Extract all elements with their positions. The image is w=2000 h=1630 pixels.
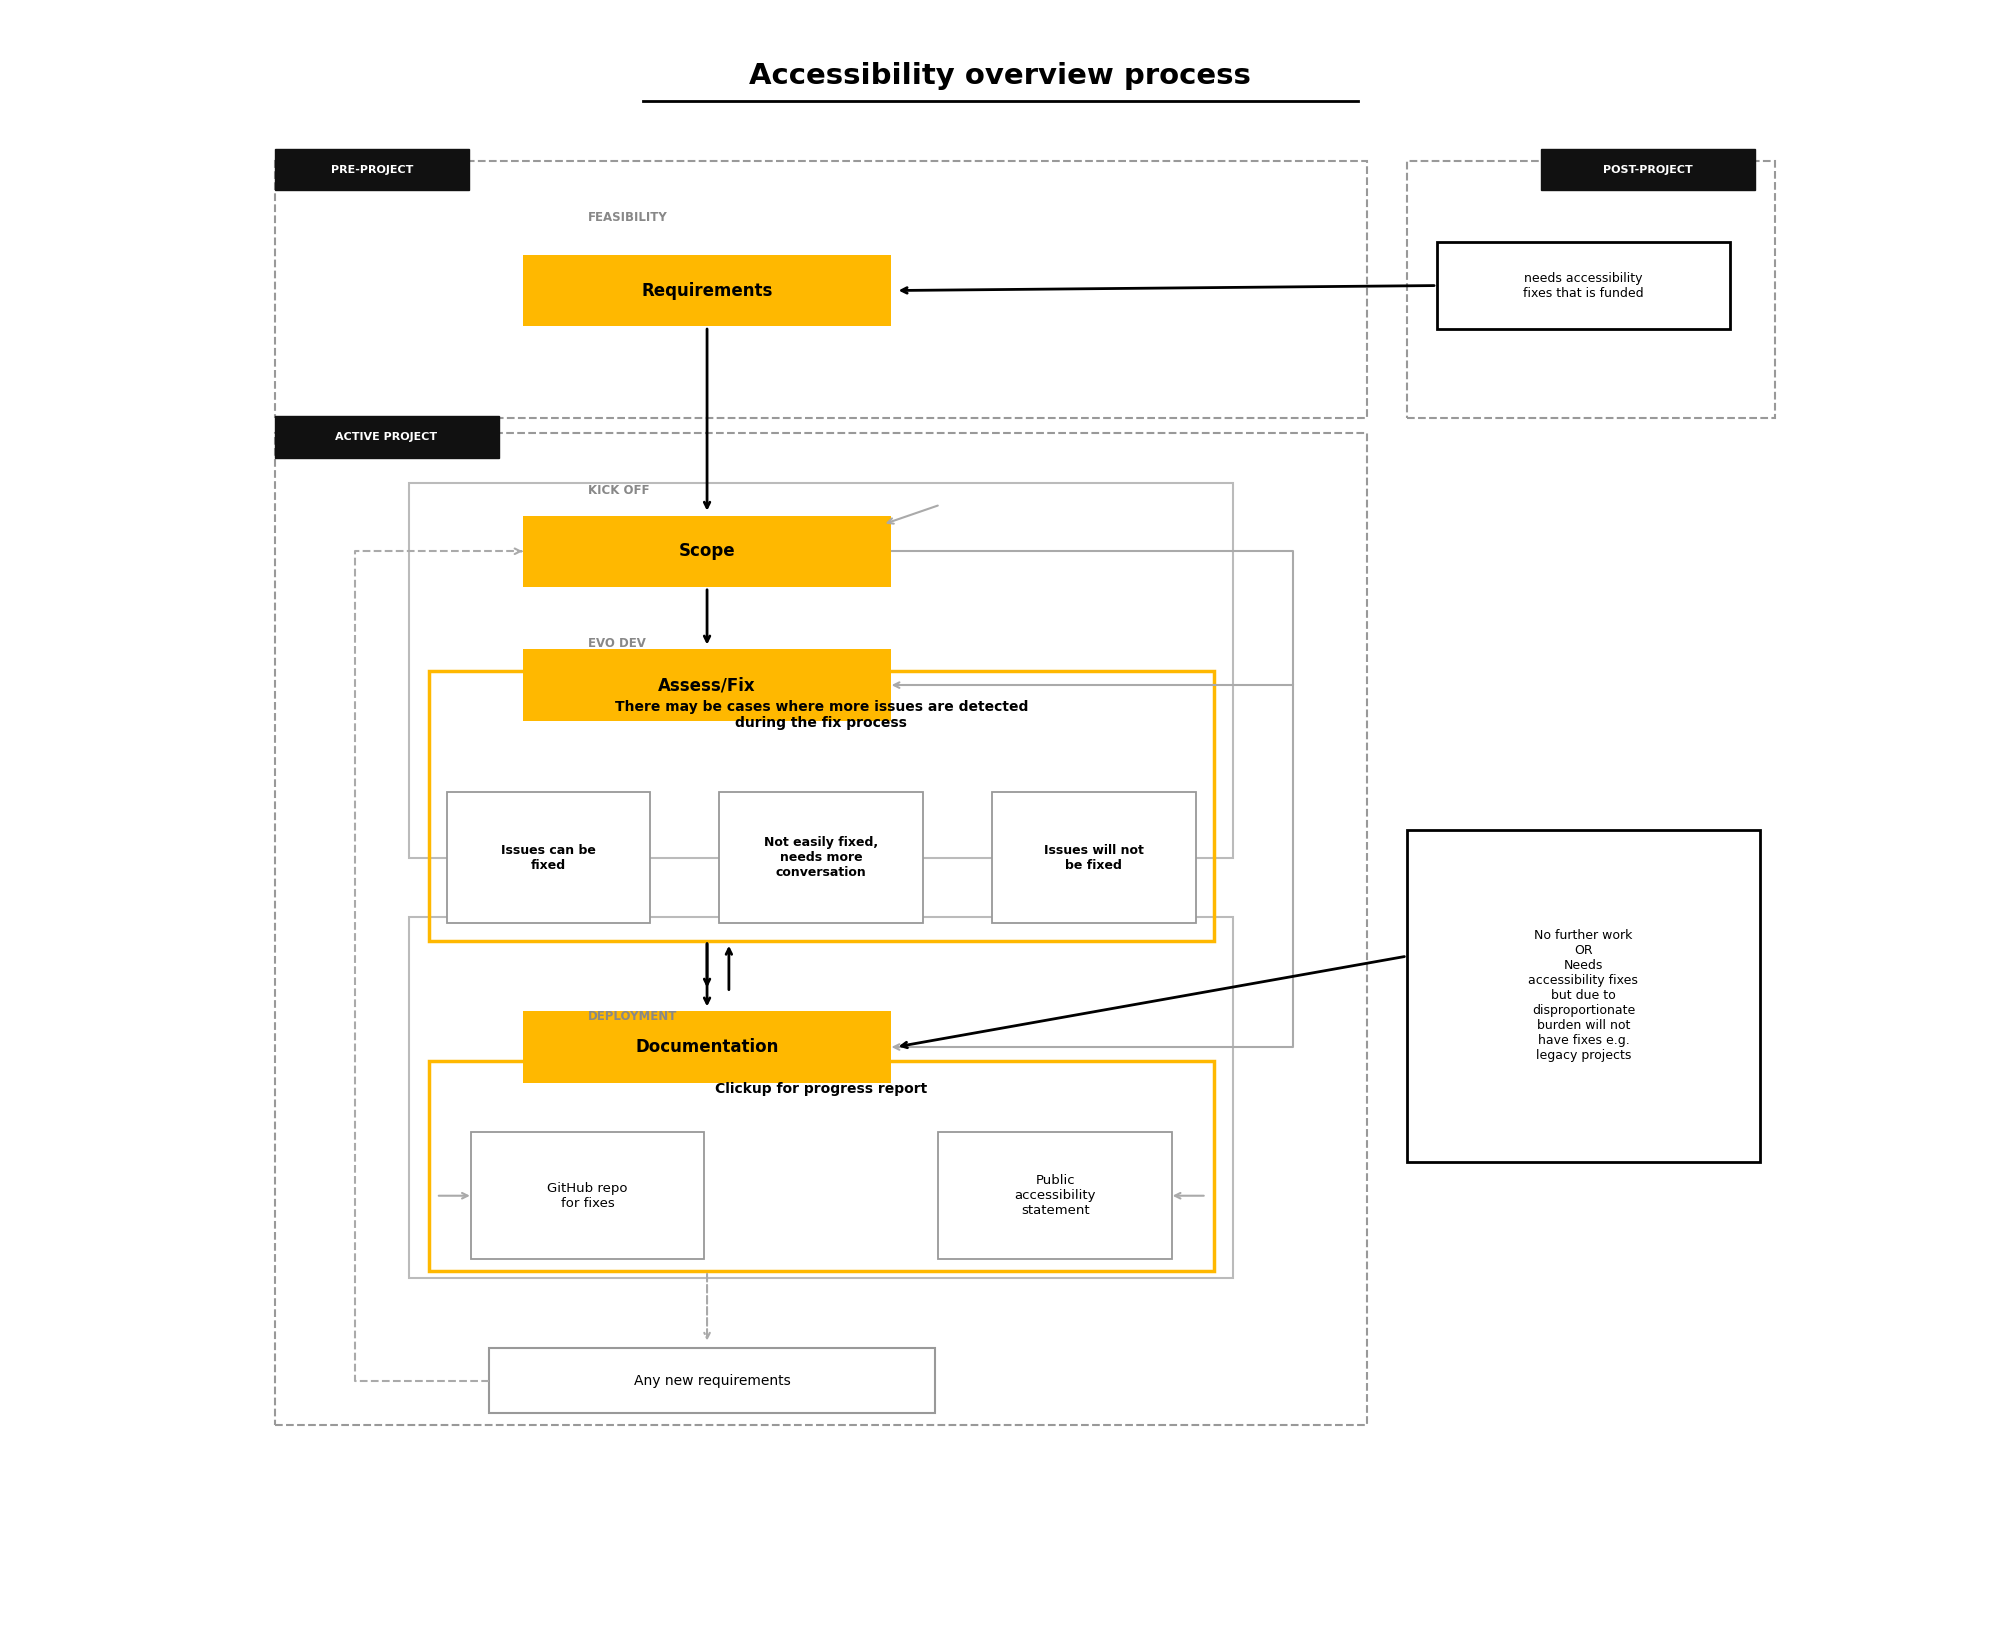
- Text: Assess/Fix: Assess/Fix: [658, 676, 756, 694]
- Bar: [1408, 161, 1774, 419]
- Bar: [1542, 148, 1754, 191]
- Text: ACTIVE PROJECT: ACTIVE PROJECT: [336, 432, 438, 442]
- Text: Public
accessibility
statement: Public accessibility statement: [1014, 1174, 1096, 1218]
- Text: No further work
OR
Needs
accessibility fixes
but due to
disproportionate
burden : No further work OR Needs accessibility f…: [1528, 929, 1638, 1063]
- Bar: [276, 416, 498, 458]
- Bar: [428, 672, 1214, 941]
- Text: DEPLOYMENT: DEPLOYMENT: [588, 1009, 678, 1022]
- Text: KICK OFF: KICK OFF: [588, 484, 650, 497]
- Bar: [1436, 241, 1730, 329]
- Bar: [410, 482, 1234, 857]
- Bar: [446, 792, 650, 923]
- Text: There may be cases where more issues are detected
during the fix process: There may be cases where more issues are…: [614, 699, 1028, 730]
- Bar: [524, 649, 890, 720]
- Bar: [938, 1133, 1172, 1260]
- Text: EVO DEV: EVO DEV: [588, 637, 646, 650]
- Bar: [524, 515, 890, 587]
- Bar: [276, 148, 468, 191]
- Bar: [428, 1061, 1214, 1271]
- Text: FEASIBILITY: FEASIBILITY: [588, 210, 668, 223]
- Text: Documentation: Documentation: [636, 1038, 778, 1056]
- Bar: [276, 434, 1368, 1425]
- Bar: [720, 792, 924, 923]
- Text: needs accessibility
fixes that is funded: needs accessibility fixes that is funded: [1524, 272, 1644, 300]
- Bar: [276, 161, 1368, 419]
- Bar: [524, 1011, 890, 1082]
- Bar: [488, 1348, 936, 1413]
- Text: Not easily fixed,
needs more
conversation: Not easily fixed, needs more conversatio…: [764, 836, 878, 879]
- Bar: [1408, 830, 1760, 1162]
- Text: Requirements: Requirements: [642, 282, 772, 300]
- Text: POST-PROJECT: POST-PROJECT: [1602, 165, 1692, 174]
- Text: Any new requirements: Any new requirements: [634, 1374, 790, 1387]
- Text: PRE-PROJECT: PRE-PROJECT: [332, 165, 414, 174]
- Bar: [524, 254, 890, 326]
- Bar: [410, 918, 1234, 1278]
- Text: Scope: Scope: [678, 543, 736, 561]
- Bar: [470, 1133, 704, 1260]
- Text: GitHub repo
for fixes: GitHub repo for fixes: [548, 1182, 628, 1209]
- Text: Clickup for progress report: Clickup for progress report: [716, 1082, 928, 1095]
- Text: Issues will not
be fixed: Issues will not be fixed: [1044, 844, 1144, 872]
- Bar: [992, 792, 1196, 923]
- Text: Accessibility overview process: Accessibility overview process: [750, 62, 1250, 90]
- Text: Issues can be
fixed: Issues can be fixed: [502, 844, 596, 872]
